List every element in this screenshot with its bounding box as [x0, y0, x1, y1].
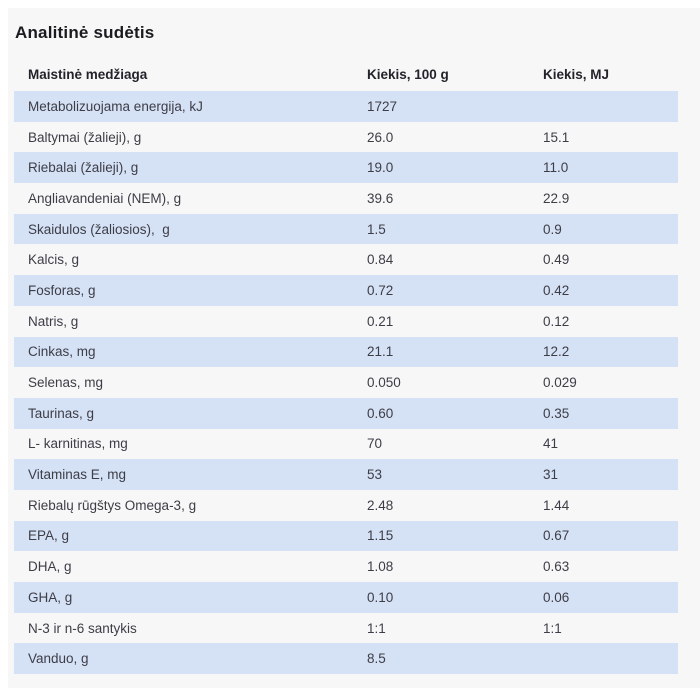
value-mj: 0.49 [543, 252, 570, 268]
value-100g: 1.08 [367, 559, 394, 575]
value-100g: 0.84 [367, 252, 394, 268]
table-row: DHA, g 1.08 0.63 [14, 551, 678, 582]
nutrient-name: Selenas, mg [28, 375, 104, 391]
nutrient-name: Riebalų rūgštys Omega-3, g [28, 497, 197, 513]
value-100g: 2.48 [367, 497, 394, 513]
value-100g: 21.1 [367, 344, 394, 360]
nutrition-table: Maistinė medžiaga Kiekis, 100 g Kiekis, … [14, 57, 678, 675]
value-100g: 1.15 [367, 528, 394, 544]
value-mj: 1.44 [543, 497, 570, 513]
table-row: Vanduo, g 8.5 [14, 643, 678, 675]
table-row: Fosforas, g 0.72 0.42 [14, 275, 678, 306]
table-row: N-3 ir n-6 santykis 1:1 1:1 [14, 613, 678, 644]
value-mj: 0.12 [543, 313, 570, 329]
value-100g: 0.050 [367, 375, 401, 391]
value-mj: 0.9 [543, 221, 562, 237]
nutrient-name: Vanduo, g [28, 651, 89, 667]
value-100g: 0.60 [367, 405, 394, 421]
value-100g: 19.0 [367, 160, 394, 176]
value-mj: 22.9 [543, 190, 570, 206]
value-mj: 41 [543, 436, 559, 452]
table-row: Baltymai (žalieji), g 26.0 15.1 [14, 122, 678, 153]
table-row: Cinkas, mg 21.1 12.2 [14, 336, 678, 368]
value-mj: 0.67 [543, 528, 570, 544]
table-row: Selenas, mg 0.050 0.029 [14, 367, 678, 398]
value-100g: 26.0 [367, 129, 394, 145]
nutrient-name: Angliavandeniai (NEM), g [28, 190, 182, 206]
table-row: Riebalai (žalieji), g 19.0 11.0 [14, 152, 678, 184]
value-100g: 39.6 [367, 190, 394, 206]
value-100g: 8.5 [367, 651, 386, 667]
value-mj: 0.06 [543, 589, 570, 605]
value-100g: 0.21 [367, 313, 394, 329]
nutrient-name: Skaidulos (žaliosios), g [28, 221, 170, 237]
nutrient-name: Kalcis, g [28, 252, 80, 268]
table-row: Vitaminas E, mg 53 31 [14, 459, 678, 490]
value-mj: 0.42 [543, 282, 570, 298]
header-per-100g: Kiekis, 100 g [367, 66, 449, 82]
nutrient-name: Vitaminas E, mg [28, 467, 127, 483]
table-body: Metabolizuojama energija, kJ 1727 Baltym… [14, 91, 678, 675]
header-per-mj: Kiekis, MJ [543, 66, 610, 82]
value-100g: 1:1 [367, 620, 386, 636]
value-mj: 15.1 [543, 129, 570, 145]
nutrient-name: Natris, g [28, 313, 79, 329]
nutrient-name: Metabolizuojama energija, kJ [28, 98, 203, 114]
page-title: Analitinė sudėtis [15, 23, 155, 42]
nutrient-name: Taurinas, g [28, 405, 95, 421]
nutrient-name: DHA, g [28, 559, 72, 575]
table-row: Metabolizuojama energija, kJ 1727 [14, 91, 678, 122]
table-row: Natris, g 0.21 0.12 [14, 306, 678, 337]
value-mj: 0.029 [543, 375, 577, 391]
table-header-row: Maistinė medžiaga Kiekis, 100 g Kiekis, … [14, 57, 678, 91]
value-mj: 0.35 [543, 405, 570, 421]
value-mj: 12.2 [543, 344, 570, 360]
value-100g: 70 [367, 436, 383, 452]
nutrient-name: GHA, g [28, 589, 73, 605]
value-100g: 0.72 [367, 282, 394, 298]
value-100g: 1727 [367, 98, 398, 114]
table-row: Kalcis, g 0.84 0.49 [14, 244, 678, 275]
table-row: Taurinas, g 0.60 0.35 [14, 397, 678, 429]
value-mj: 1:1 [543, 620, 562, 636]
value-100g: 0.10 [367, 589, 394, 605]
nutrient-name: N-3 ir n-6 santykis [28, 620, 137, 636]
value-mj: 11.0 [543, 160, 569, 176]
nutrient-name: EPA, g [28, 528, 70, 544]
nutrient-name: Baltymai (žalieji), g [28, 129, 142, 145]
table-row: Skaidulos (žaliosios), g 1.5 0.9 [14, 213, 678, 245]
value-mj: 0.63 [543, 559, 570, 575]
value-100g: 1.5 [367, 221, 386, 237]
nutrient-name: Riebalai (žalieji), g [28, 160, 139, 176]
content-panel: Analitinė sudėtis Maistinė medžiaga Kiek… [8, 8, 700, 688]
nutrient-name: Fosforas, g [28, 282, 96, 298]
nutrient-name: Cinkas, mg [28, 344, 96, 360]
value-100g: 53 [367, 467, 383, 483]
table-row: EPA, g 1.15 0.67 [14, 520, 678, 552]
table-row: L- karnitinas, mg 70 41 [14, 429, 678, 460]
table-row: Riebalų rūgštys Omega-3, g 2.48 1.44 [14, 490, 678, 521]
header-nutrient: Maistinė medžiaga [28, 66, 148, 82]
nutrient-name: L- karnitinas, mg [28, 436, 128, 452]
table-row: Angliavandeniai (NEM), g 39.6 22.9 [14, 183, 678, 214]
table-row: GHA, g 0.10 0.06 [14, 582, 678, 613]
value-mj: 31 [543, 467, 559, 483]
